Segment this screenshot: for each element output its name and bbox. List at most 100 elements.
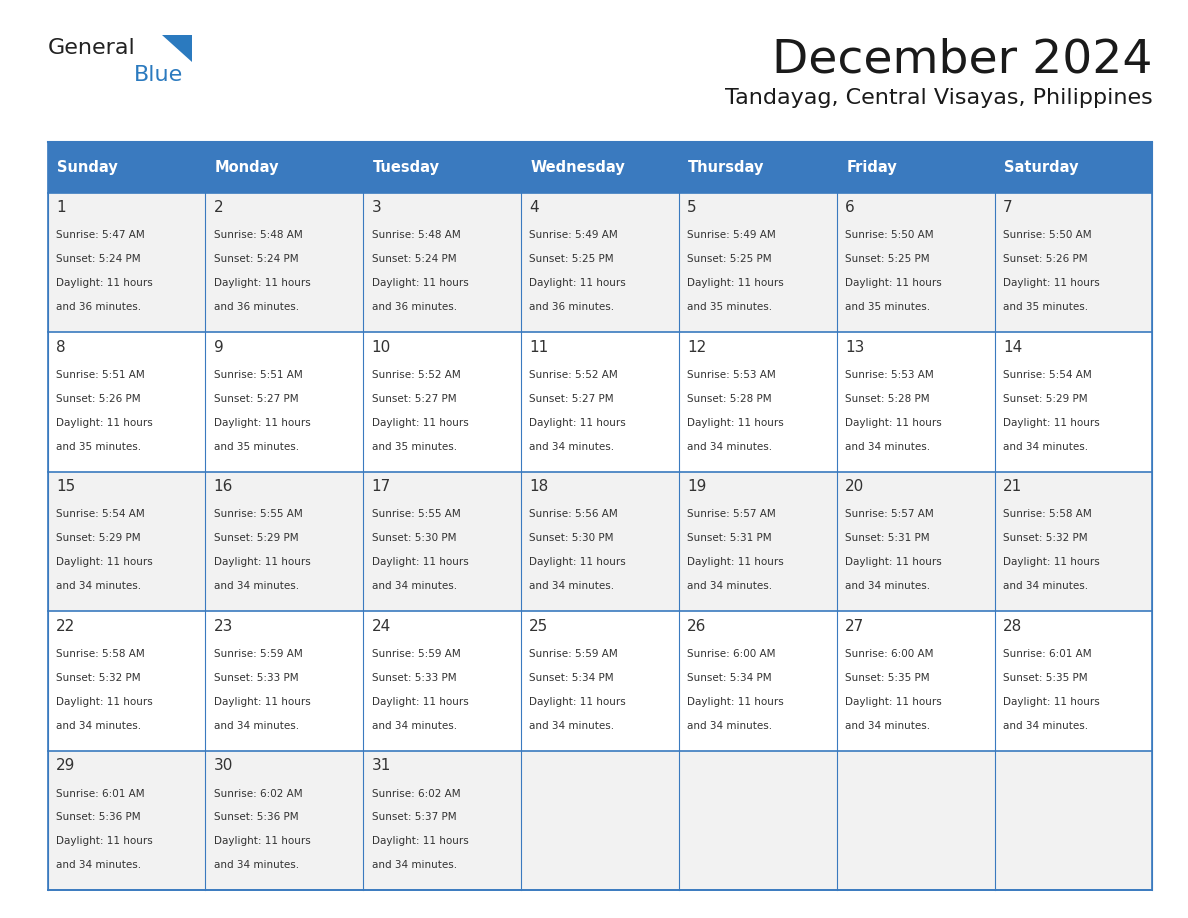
Text: Daylight: 11 hours: Daylight: 11 hours (845, 697, 942, 707)
Text: Sunset: 5:32 PM: Sunset: 5:32 PM (1003, 533, 1087, 543)
Text: 14: 14 (1003, 340, 1022, 354)
Text: 1: 1 (56, 200, 65, 215)
Text: 22: 22 (56, 619, 75, 633)
Text: 30: 30 (214, 758, 233, 773)
Bar (836, 193, 994, 332)
Bar (522, 472, 678, 611)
Bar (836, 142, 994, 193)
Text: Sunrise: 5:55 AM: Sunrise: 5:55 AM (372, 509, 460, 520)
Text: and 35 minutes.: and 35 minutes. (1003, 302, 1088, 312)
Text: Sunset: 5:30 PM: Sunset: 5:30 PM (530, 533, 614, 543)
Text: Daylight: 11 hours: Daylight: 11 hours (56, 418, 152, 428)
Text: Sunset: 5:32 PM: Sunset: 5:32 PM (56, 673, 140, 683)
Bar (836, 332, 994, 472)
Text: 25: 25 (530, 619, 549, 633)
Bar (994, 472, 1152, 611)
Bar (994, 193, 1152, 332)
Text: Daylight: 11 hours: Daylight: 11 hours (687, 697, 784, 707)
Text: Friday: Friday (846, 160, 897, 175)
Text: 29: 29 (56, 758, 75, 773)
Text: Daylight: 11 hours: Daylight: 11 hours (845, 278, 942, 288)
Text: Sunrise: 5:57 AM: Sunrise: 5:57 AM (845, 509, 934, 520)
Text: Monday: Monday (215, 160, 279, 175)
Text: Sunset: 5:29 PM: Sunset: 5:29 PM (56, 533, 140, 543)
Text: and 34 minutes.: and 34 minutes. (214, 721, 299, 731)
Text: 28: 28 (1003, 619, 1022, 633)
Text: Daylight: 11 hours: Daylight: 11 hours (56, 557, 152, 567)
Text: Daylight: 11 hours: Daylight: 11 hours (214, 836, 310, 846)
Bar (522, 193, 678, 332)
Text: Sunset: 5:31 PM: Sunset: 5:31 PM (687, 533, 772, 543)
Text: and 34 minutes.: and 34 minutes. (56, 721, 141, 731)
Text: and 35 minutes.: and 35 minutes. (687, 302, 772, 312)
Text: Sunset: 5:24 PM: Sunset: 5:24 PM (214, 254, 298, 264)
Bar (206, 611, 364, 751)
Text: and 34 minutes.: and 34 minutes. (687, 581, 772, 591)
Text: 23: 23 (214, 619, 233, 633)
Text: Daylight: 11 hours: Daylight: 11 hours (530, 418, 626, 428)
Text: Sunset: 5:27 PM: Sunset: 5:27 PM (372, 394, 456, 404)
Text: and 34 minutes.: and 34 minutes. (56, 581, 141, 591)
Text: 4: 4 (530, 200, 539, 215)
Text: 17: 17 (372, 479, 391, 494)
Bar (48, 472, 206, 611)
Text: 10: 10 (372, 340, 391, 354)
Text: 7: 7 (1003, 200, 1012, 215)
Text: 12: 12 (687, 340, 707, 354)
Text: Sunset: 5:30 PM: Sunset: 5:30 PM (372, 533, 456, 543)
Text: and 34 minutes.: and 34 minutes. (214, 860, 299, 870)
Bar (48, 142, 206, 193)
Text: Daylight: 11 hours: Daylight: 11 hours (214, 418, 310, 428)
Text: 20: 20 (845, 479, 864, 494)
Text: and 35 minutes.: and 35 minutes. (214, 442, 299, 452)
Text: Daylight: 11 hours: Daylight: 11 hours (687, 557, 784, 567)
Text: 9: 9 (214, 340, 223, 354)
Text: Sunrise: 6:00 AM: Sunrise: 6:00 AM (687, 649, 776, 659)
Text: Daylight: 11 hours: Daylight: 11 hours (372, 418, 468, 428)
Text: Daylight: 11 hours: Daylight: 11 hours (372, 697, 468, 707)
Text: Sunrise: 5:50 AM: Sunrise: 5:50 AM (1003, 230, 1092, 241)
Text: Sunset: 5:35 PM: Sunset: 5:35 PM (845, 673, 930, 683)
Text: 18: 18 (530, 479, 549, 494)
Text: 6: 6 (845, 200, 854, 215)
Text: Sunset: 5:24 PM: Sunset: 5:24 PM (372, 254, 456, 264)
Text: Daylight: 11 hours: Daylight: 11 hours (56, 697, 152, 707)
Text: Sunset: 5:31 PM: Sunset: 5:31 PM (845, 533, 930, 543)
Text: and 34 minutes.: and 34 minutes. (845, 442, 930, 452)
Text: Sunrise: 6:01 AM: Sunrise: 6:01 AM (56, 789, 145, 799)
Bar (678, 611, 836, 751)
Text: Daylight: 11 hours: Daylight: 11 hours (214, 557, 310, 567)
Text: Sunrise: 5:53 AM: Sunrise: 5:53 AM (687, 370, 776, 380)
Text: Daylight: 11 hours: Daylight: 11 hours (56, 278, 152, 288)
Bar (48, 611, 206, 751)
Text: Tuesday: Tuesday (373, 160, 440, 175)
Text: and 34 minutes.: and 34 minutes. (687, 442, 772, 452)
Bar (206, 332, 364, 472)
Text: Wednesday: Wednesday (531, 160, 625, 175)
Text: Sunrise: 5:53 AM: Sunrise: 5:53 AM (845, 370, 934, 380)
Text: Sunset: 5:37 PM: Sunset: 5:37 PM (372, 812, 456, 823)
Text: Daylight: 11 hours: Daylight: 11 hours (687, 418, 784, 428)
Text: Sunrise: 5:56 AM: Sunrise: 5:56 AM (530, 509, 618, 520)
Text: Sunset: 5:28 PM: Sunset: 5:28 PM (845, 394, 930, 404)
Text: and 36 minutes.: and 36 minutes. (530, 302, 614, 312)
Text: 21: 21 (1003, 479, 1022, 494)
Text: and 34 minutes.: and 34 minutes. (530, 581, 614, 591)
Text: and 34 minutes.: and 34 minutes. (845, 721, 930, 731)
Text: Sunrise: 5:52 AM: Sunrise: 5:52 AM (530, 370, 618, 380)
Bar (994, 611, 1152, 751)
Text: Sunset: 5:24 PM: Sunset: 5:24 PM (56, 254, 140, 264)
Text: Daylight: 11 hours: Daylight: 11 hours (1003, 557, 1100, 567)
Text: 13: 13 (845, 340, 865, 354)
Text: Sunrise: 5:58 AM: Sunrise: 5:58 AM (1003, 509, 1092, 520)
Text: Sunrise: 5:48 AM: Sunrise: 5:48 AM (372, 230, 460, 241)
Text: Sunset: 5:25 PM: Sunset: 5:25 PM (530, 254, 614, 264)
Text: and 34 minutes.: and 34 minutes. (372, 721, 456, 731)
Bar (678, 193, 836, 332)
Text: Sunrise: 6:01 AM: Sunrise: 6:01 AM (1003, 649, 1092, 659)
Bar (206, 472, 364, 611)
Text: Daylight: 11 hours: Daylight: 11 hours (530, 557, 626, 567)
Text: and 36 minutes.: and 36 minutes. (214, 302, 299, 312)
Polygon shape (162, 35, 192, 62)
Text: Sunrise: 5:54 AM: Sunrise: 5:54 AM (1003, 370, 1092, 380)
